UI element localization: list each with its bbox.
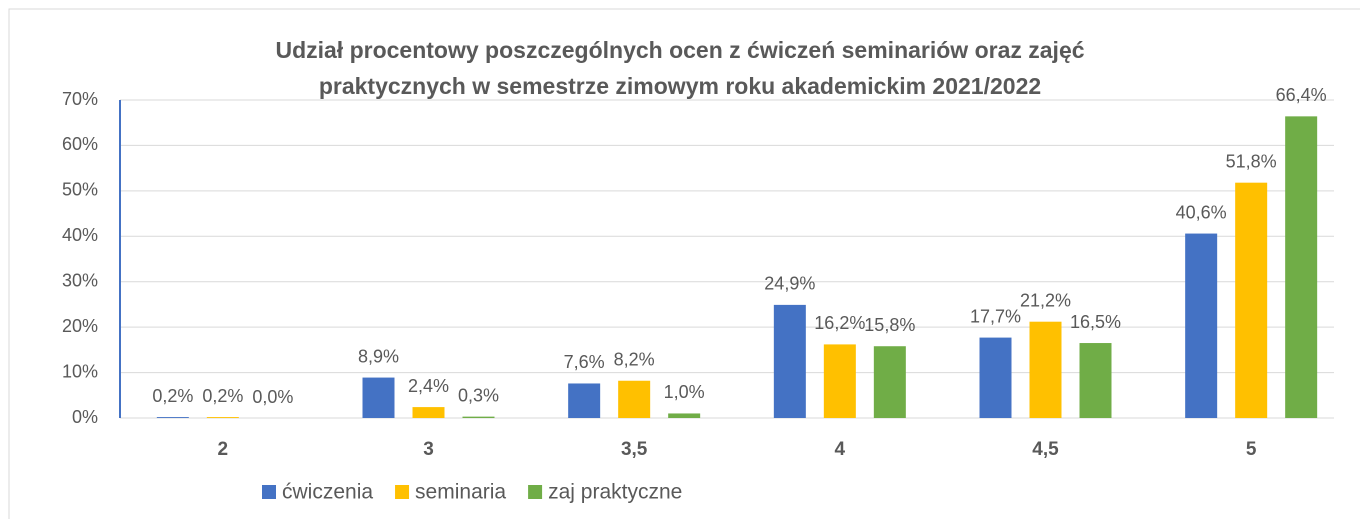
- data-label: 1,0%: [664, 382, 705, 402]
- bar: [1185, 233, 1218, 418]
- data-label: 15,8%: [864, 315, 915, 335]
- y-tick-label: 70%: [62, 89, 98, 109]
- bar: [1079, 343, 1112, 418]
- y-tick-label: 20%: [62, 316, 98, 336]
- legend-swatch: [262, 485, 276, 499]
- x-tick-label: 3: [423, 439, 434, 460]
- bar: [206, 417, 239, 418]
- bar: [1029, 321, 1062, 418]
- bar: [462, 416, 495, 418]
- chart-frame: [8, 8, 1360, 519]
- data-label: 16,5%: [1070, 312, 1121, 332]
- chart-title: praktycznych w semestrze zimowym roku ak…: [319, 73, 1041, 99]
- data-label: 0,2%: [152, 386, 193, 406]
- bar: [568, 383, 601, 418]
- bar: [362, 377, 395, 418]
- y-tick-label: 50%: [62, 180, 98, 200]
- data-label: 24,9%: [764, 274, 815, 294]
- data-label: 51,8%: [1226, 151, 1277, 171]
- bar: [979, 337, 1012, 418]
- data-label: 8,2%: [614, 349, 655, 369]
- data-label: 0,0%: [252, 387, 293, 407]
- y-tick-label: 30%: [62, 270, 98, 290]
- legend-swatch: [395, 485, 410, 499]
- data-label: 0,2%: [202, 386, 243, 406]
- x-tick-label: 3,5: [621, 439, 648, 460]
- bar: [412, 407, 445, 418]
- bar: [156, 417, 189, 418]
- bar: [823, 344, 856, 418]
- y-tick-label: 40%: [62, 225, 98, 245]
- data-label: 40,6%: [1176, 202, 1227, 222]
- y-tick-label: 10%: [62, 361, 98, 381]
- data-label: 2,4%: [408, 376, 449, 396]
- data-label: 66,4%: [1276, 85, 1327, 105]
- legend-label: zaj praktyczne: [548, 481, 682, 504]
- bar: [618, 380, 651, 418]
- x-tick-label: 5: [1246, 439, 1257, 460]
- legend-swatch: [528, 485, 543, 499]
- data-label: 21,2%: [1020, 290, 1071, 310]
- bar: [1285, 116, 1318, 419]
- y-tick-label: 60%: [62, 134, 98, 154]
- bar: [873, 346, 906, 418]
- bar: [668, 413, 701, 418]
- data-label: 8,9%: [358, 346, 399, 366]
- data-label: 0,3%: [458, 385, 499, 405]
- bar: [773, 304, 806, 418]
- x-tick-label: 4: [835, 439, 846, 460]
- x-tick-label: 2: [218, 439, 229, 460]
- data-label: 17,7%: [970, 306, 1021, 326]
- legend-label: ćwiczenia: [282, 481, 373, 504]
- data-label: 7,6%: [564, 352, 605, 372]
- y-tick-label: 0%: [72, 407, 98, 427]
- data-label: 16,2%: [814, 313, 865, 333]
- x-tick-label: 4,5: [1032, 439, 1059, 460]
- chart-title: Udział procentowy poszczególnych ocen z …: [275, 37, 1084, 63]
- bar: [1235, 182, 1268, 418]
- legend-label: seminaria: [415, 481, 506, 504]
